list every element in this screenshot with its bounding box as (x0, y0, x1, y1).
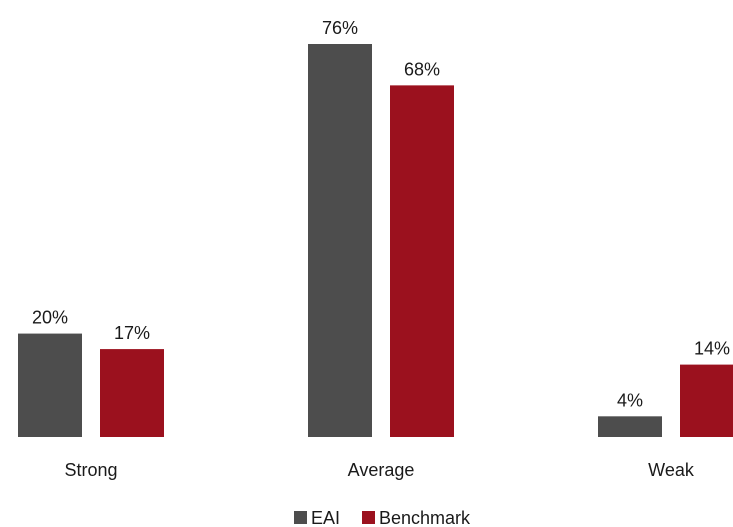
data-label-eai-strong: 20% (32, 308, 68, 328)
legend-label-benchmark: Benchmark (379, 508, 471, 527)
data-label-benchmark-strong: 17% (114, 323, 150, 343)
bar-eai-strong (18, 333, 82, 437)
legend-label-eai: EAI (311, 508, 340, 527)
bar-benchmark-average (390, 85, 454, 438)
category-label-weak: Weak (648, 460, 695, 480)
bar-benchmark-strong (100, 349, 164, 437)
legend-swatch-eai (294, 511, 307, 524)
chart-bars (18, 44, 733, 438)
data-label-benchmark-weak: 14% (694, 339, 730, 359)
category-label-average: Average (348, 460, 415, 480)
chart-legend: EAI Benchmark (294, 508, 471, 527)
bar-benchmark-weak (680, 364, 733, 437)
bar-eai-weak (598, 416, 662, 437)
category-label-strong: Strong (64, 460, 117, 480)
chart-value-labels: 20% 17% 76% 68% 4% 14% (32, 18, 730, 410)
legend-swatch-benchmark (362, 511, 375, 524)
chart-category-labels: Strong Average Weak (64, 460, 694, 480)
data-label-eai-average: 76% (322, 18, 358, 38)
data-label-benchmark-average: 68% (404, 59, 440, 79)
data-label-eai-weak: 4% (617, 390, 643, 410)
bar-eai-average (308, 44, 372, 437)
